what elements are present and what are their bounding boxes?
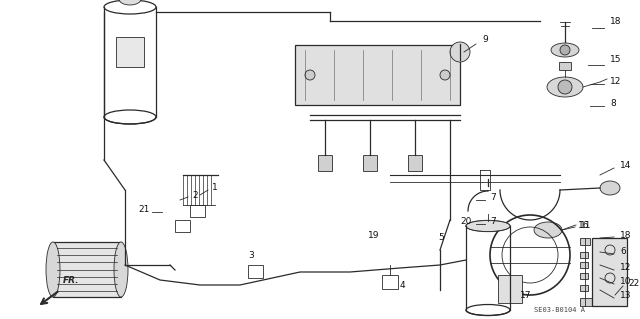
Bar (580, 252, 588, 258)
Ellipse shape (600, 181, 620, 195)
Text: 18: 18 (620, 231, 632, 240)
Text: 7: 7 (490, 218, 496, 226)
Text: 7: 7 (490, 194, 496, 203)
Bar (382, 275, 398, 289)
Text: 4: 4 (400, 280, 406, 290)
Bar (175, 220, 190, 232)
Text: 18: 18 (610, 18, 621, 26)
Text: 9: 9 (482, 35, 488, 44)
Text: 15: 15 (610, 56, 621, 64)
Text: 8: 8 (610, 100, 616, 108)
Bar (190, 205, 205, 217)
Text: 1: 1 (212, 183, 218, 192)
Bar (53, 242, 121, 297)
Ellipse shape (466, 220, 510, 232)
Text: 3: 3 (248, 250, 253, 259)
Bar (498, 275, 522, 303)
Circle shape (440, 70, 450, 80)
Text: 12: 12 (620, 263, 632, 272)
Circle shape (305, 70, 315, 80)
Text: 5: 5 (438, 234, 444, 242)
Bar (580, 273, 588, 279)
Text: FR.: FR. (63, 276, 79, 285)
Bar (559, 62, 571, 70)
Text: 12: 12 (610, 78, 621, 86)
Text: 20: 20 (460, 218, 472, 226)
Text: 13: 13 (620, 292, 632, 300)
Ellipse shape (547, 77, 583, 97)
Circle shape (450, 42, 470, 62)
Bar (580, 262, 588, 268)
Bar (318, 155, 332, 171)
Circle shape (558, 80, 572, 94)
Text: 19: 19 (368, 231, 380, 240)
Text: 16: 16 (578, 220, 589, 229)
Bar (363, 155, 377, 171)
Ellipse shape (114, 242, 128, 297)
Ellipse shape (119, 0, 141, 5)
Bar (248, 265, 263, 278)
Text: 22: 22 (628, 278, 639, 287)
Text: 6: 6 (620, 248, 626, 256)
Bar (592, 238, 627, 306)
Bar (580, 285, 588, 291)
Ellipse shape (551, 43, 579, 57)
Text: 21: 21 (138, 205, 149, 214)
Ellipse shape (534, 222, 562, 238)
Text: 2: 2 (192, 190, 198, 199)
Text: 10: 10 (620, 278, 632, 286)
Bar (116, 37, 144, 67)
Bar (295, 45, 460, 105)
Text: 14: 14 (620, 160, 632, 169)
Text: 11: 11 (580, 220, 591, 229)
Circle shape (560, 45, 570, 55)
Text: 17: 17 (520, 291, 531, 300)
Bar (408, 155, 422, 171)
Bar (580, 238, 590, 245)
Bar (580, 298, 592, 306)
Text: SE03-B0104 A: SE03-B0104 A (534, 307, 586, 313)
Ellipse shape (46, 242, 60, 297)
